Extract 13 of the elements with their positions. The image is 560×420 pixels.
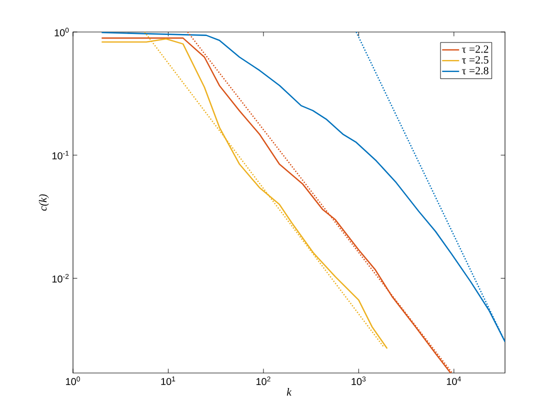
x-tick-label: 10$^{1}$ xyxy=(161,376,176,386)
legend-label: τ =2.5 xyxy=(462,56,488,64)
x-tick-label: 10$^{0}$ xyxy=(66,376,80,386)
y-axis-title: c(k) xyxy=(38,194,49,211)
y-tick-label: 10$^{-2}$ xyxy=(52,274,69,283)
x-tick-label: 10$^{2}$ xyxy=(256,376,270,386)
y-tick-label: 10$^{0}$ xyxy=(54,28,69,36)
legend-label: τ =2.2 xyxy=(462,45,488,53)
y-tick-label: 10$^{-1}$ xyxy=(52,150,69,160)
legend-label: τ =2.8 xyxy=(462,66,488,74)
x-tick-label: 10$^{4}$ xyxy=(446,376,461,386)
x-tick-label: 10$^{3}$ xyxy=(352,376,366,386)
x-axis-title: k xyxy=(286,388,292,396)
